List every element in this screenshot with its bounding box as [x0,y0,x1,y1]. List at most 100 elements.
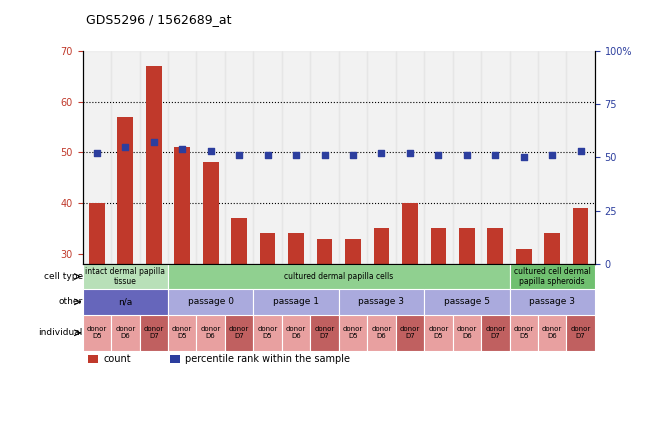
Bar [345,239,361,264]
Point [206,148,216,154]
FancyBboxPatch shape [368,315,396,351]
Bar [566,51,595,264]
Text: donor
D6: donor D6 [115,326,136,339]
FancyBboxPatch shape [168,315,196,351]
FancyBboxPatch shape [510,289,595,315]
Point [490,152,500,159]
Bar [231,218,247,264]
FancyBboxPatch shape [396,315,424,351]
Bar [225,51,253,264]
FancyBboxPatch shape [424,315,453,351]
FancyBboxPatch shape [282,315,310,351]
Point [319,152,330,159]
Text: n/a: n/a [118,297,132,306]
Text: donor
D7: donor D7 [400,326,420,339]
Point [405,150,415,157]
Text: intact dermal papilla
tissue: intact dermal papilla tissue [85,267,165,286]
Point [547,152,557,159]
Bar [481,51,510,264]
Text: donor
D5: donor D5 [258,326,278,339]
Bar [170,355,180,363]
Bar [368,51,396,264]
FancyBboxPatch shape [481,315,510,351]
Point [518,154,529,161]
Point [348,152,358,159]
Bar [253,51,282,264]
Bar [453,51,481,264]
Text: donor
D7: donor D7 [485,326,506,339]
Bar [288,233,304,264]
Bar [538,51,566,264]
Bar [139,51,168,264]
Bar [373,228,389,264]
Bar [111,51,139,264]
Text: donor
D6: donor D6 [371,326,391,339]
FancyBboxPatch shape [338,289,424,315]
FancyBboxPatch shape [253,289,338,315]
Text: passage 3: passage 3 [358,297,405,306]
Point [291,152,301,159]
Bar [310,51,338,264]
Text: donor
D7: donor D7 [143,326,164,339]
Bar [459,228,475,264]
Text: donor
D5: donor D5 [514,326,534,339]
Bar [402,203,418,264]
FancyBboxPatch shape [83,315,111,351]
Text: cultured cell dermal
papilla spheroids: cultured cell dermal papilla spheroids [514,267,591,286]
Text: passage 3: passage 3 [529,297,575,306]
Bar [146,66,161,264]
Point [92,150,102,157]
Point [120,143,131,150]
Text: other: other [58,297,83,306]
Text: passage 1: passage 1 [273,297,319,306]
Bar [545,233,560,264]
Text: GDS5296 / 1562689_at: GDS5296 / 1562689_at [86,13,231,26]
Bar [260,233,276,264]
Bar [168,51,196,264]
Text: donor
D5: donor D5 [428,326,449,339]
FancyBboxPatch shape [253,315,282,351]
Text: count: count [103,354,131,364]
FancyBboxPatch shape [510,264,595,289]
Text: passage 0: passage 0 [188,297,234,306]
Point [177,146,188,152]
FancyBboxPatch shape [424,289,510,315]
FancyBboxPatch shape [111,315,139,351]
FancyBboxPatch shape [139,315,168,351]
Text: donor
D6: donor D6 [542,326,563,339]
Bar [487,228,503,264]
Bar [430,228,446,264]
Text: passage 5: passage 5 [444,297,490,306]
Bar [282,51,310,264]
FancyBboxPatch shape [338,315,368,351]
Bar [516,249,531,264]
Text: donor
D5: donor D5 [343,326,363,339]
Text: donor
D6: donor D6 [286,326,306,339]
Text: donor
D7: donor D7 [570,326,591,339]
Text: donor
D6: donor D6 [200,326,221,339]
Bar [196,51,225,264]
Bar [424,51,453,264]
Text: cell type: cell type [44,272,83,281]
FancyBboxPatch shape [566,315,595,351]
Text: donor
D6: donor D6 [457,326,477,339]
Bar [83,51,111,264]
Text: donor
D5: donor D5 [87,326,107,339]
Text: donor
D7: donor D7 [229,326,249,339]
Bar [203,162,219,264]
Point [433,152,444,159]
FancyBboxPatch shape [510,315,538,351]
FancyBboxPatch shape [168,289,253,315]
Bar [338,51,368,264]
FancyBboxPatch shape [83,264,168,289]
Bar [573,208,588,264]
Bar [175,147,190,264]
Bar [89,203,104,264]
Bar [118,117,133,264]
Bar [396,51,424,264]
Bar [88,355,98,363]
Bar [510,51,538,264]
FancyBboxPatch shape [225,315,253,351]
FancyBboxPatch shape [310,315,338,351]
Text: donor
D5: donor D5 [172,326,192,339]
